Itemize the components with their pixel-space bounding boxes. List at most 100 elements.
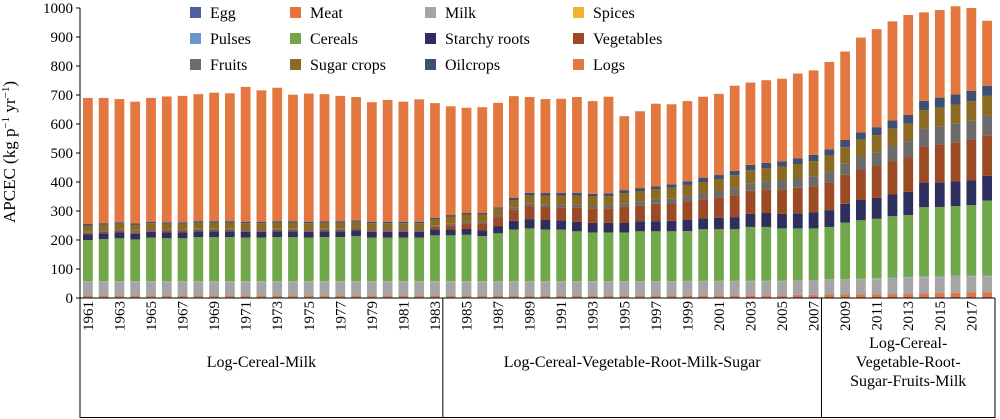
bar-segment-meat xyxy=(666,295,677,298)
bar-segment-starchy-roots xyxy=(240,231,251,238)
bar-segment-vegetables xyxy=(698,199,709,219)
bar-segment-starchy-roots xyxy=(83,234,93,240)
bar-segment-starchy-roots xyxy=(161,232,172,239)
bar-segment-milk xyxy=(508,282,519,296)
bar-segment-oilcrops xyxy=(414,221,425,224)
x-tick-label: 2009 xyxy=(838,301,854,331)
bar-segment-logs xyxy=(934,10,945,98)
bar-segment-pulses xyxy=(729,280,740,282)
bar-segment-meat xyxy=(761,295,772,298)
bar-segment-cereals xyxy=(919,207,929,277)
bar-stack-1971 xyxy=(240,86,251,298)
bar-segment-fruits xyxy=(83,231,93,233)
bar-segment-sugar-crops xyxy=(303,223,314,229)
bar-segment-meat xyxy=(903,293,914,298)
bar-segment-vegetables xyxy=(272,229,283,232)
bar-segment-milk xyxy=(903,277,914,294)
legend-label: Oilcrops xyxy=(445,57,500,74)
legend-item-fruits: Fruits xyxy=(190,57,247,74)
bar-segment-vegetables xyxy=(824,182,835,211)
bar-segment-starchy-roots xyxy=(619,222,630,233)
bar-segment-fruits xyxy=(240,228,251,231)
bar-stack-1997 xyxy=(650,103,661,298)
bar-segment-cereals xyxy=(871,218,882,279)
bar-segment-logs xyxy=(650,103,661,187)
bar-segment-fruits xyxy=(982,115,992,136)
bar-segment-cereals xyxy=(193,237,204,282)
bar-segment-meat xyxy=(792,294,803,298)
bar-segment-milk xyxy=(572,282,582,296)
bar-segment-milk xyxy=(493,282,503,296)
bar-segment-logs xyxy=(256,90,267,222)
bar-segment-starchy-roots xyxy=(572,221,582,232)
bar-segment-fruits xyxy=(603,204,614,209)
bar-segment-vegetables xyxy=(919,146,929,183)
bar-segment-meat xyxy=(635,295,645,298)
bar-segment-sugar-crops xyxy=(256,223,267,229)
bar-segment-fruits xyxy=(934,126,945,145)
legend-swatch xyxy=(425,7,436,18)
bar-segment-logs xyxy=(288,94,298,222)
bar-segment-milk xyxy=(619,282,630,296)
bar-segment-starchy-roots xyxy=(808,212,819,229)
bar-segment-cereals xyxy=(461,234,472,282)
bar-segment-meat xyxy=(303,295,314,298)
bar-segment-starchy-roots xyxy=(635,221,645,232)
bar-segment-oilcrops xyxy=(824,149,835,156)
bar-segment-vegetables xyxy=(966,139,977,181)
bar-segment-meat xyxy=(777,295,787,298)
legend-item-meat: Meat xyxy=(290,5,343,22)
x-tick-label: 1967 xyxy=(176,301,192,332)
y-tick-label: 600 xyxy=(51,117,74,133)
bar-segment-vegetables xyxy=(209,229,219,232)
bar-segment-cereals xyxy=(493,233,503,282)
bar-segment-cereals xyxy=(177,238,188,282)
bar-segment-meat xyxy=(587,295,598,298)
bar-segment-milk xyxy=(887,278,898,294)
bar-segment-milk xyxy=(256,282,267,296)
bar-segment-logs xyxy=(303,93,314,222)
bar-segment-starchy-roots xyxy=(761,213,772,227)
bar-segment-logs xyxy=(777,78,787,162)
bar-stack-1968 xyxy=(193,94,204,298)
bar-segment-milk xyxy=(319,282,330,296)
bar-segment-logs xyxy=(572,97,582,193)
bar-segment-pulses xyxy=(919,276,929,278)
bar-segment-milk xyxy=(146,282,156,296)
bar-segment-milk xyxy=(193,282,204,296)
bar-segment-meat xyxy=(209,295,219,298)
bar-segment-sugar-crops xyxy=(319,222,330,229)
bar-segment-starchy-roots xyxy=(98,233,109,240)
bar-stack-2002 xyxy=(729,85,740,298)
bar-segment-milk xyxy=(856,279,866,295)
bar-segment-milk xyxy=(729,281,740,296)
bar-segment-logs xyxy=(366,102,377,222)
bar-segment-cereals xyxy=(808,228,819,281)
bar-segment-milk xyxy=(919,277,929,294)
bar-segment-sugar-crops xyxy=(461,214,472,222)
bar-segment-starchy-roots xyxy=(177,232,188,239)
bar-segment-cereals xyxy=(587,232,598,282)
bar-segment-starchy-roots xyxy=(871,197,882,219)
bar-segment-pulses xyxy=(288,281,298,282)
bar-segment-cereals xyxy=(335,237,346,282)
bar-segment-cereals xyxy=(224,237,235,282)
bar-segment-milk xyxy=(635,282,645,296)
bar-segment-oilcrops xyxy=(351,220,361,222)
bar-segment-sugar-crops xyxy=(603,196,614,205)
bar-segment-pulses xyxy=(966,275,977,277)
bar-segment-vegetables xyxy=(461,223,472,229)
bar-segment-cereals xyxy=(824,226,835,280)
bar-segment-fruits xyxy=(288,228,298,230)
bar-stack-2009 xyxy=(840,51,851,298)
bar-segment-meat xyxy=(650,295,661,298)
bar-segment-milk xyxy=(288,282,298,296)
bar-segment-milk xyxy=(272,282,283,296)
legend-swatch xyxy=(573,7,584,18)
bar-segment-fruits xyxy=(871,152,882,167)
bar-segment-pulses xyxy=(224,281,235,282)
bar-segment-sugar-crops xyxy=(146,223,156,229)
legend-swatch xyxy=(573,59,584,70)
bar-segment-sugar-crops xyxy=(714,179,724,191)
